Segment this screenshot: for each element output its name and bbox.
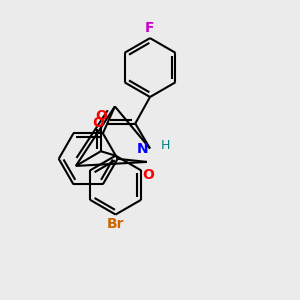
Text: Br: Br	[107, 218, 124, 232]
Text: F: F	[145, 21, 155, 35]
Text: H: H	[160, 139, 170, 152]
Text: O: O	[142, 168, 154, 182]
Text: O: O	[95, 109, 107, 123]
Text: N: N	[137, 142, 148, 155]
Text: O: O	[92, 116, 104, 130]
